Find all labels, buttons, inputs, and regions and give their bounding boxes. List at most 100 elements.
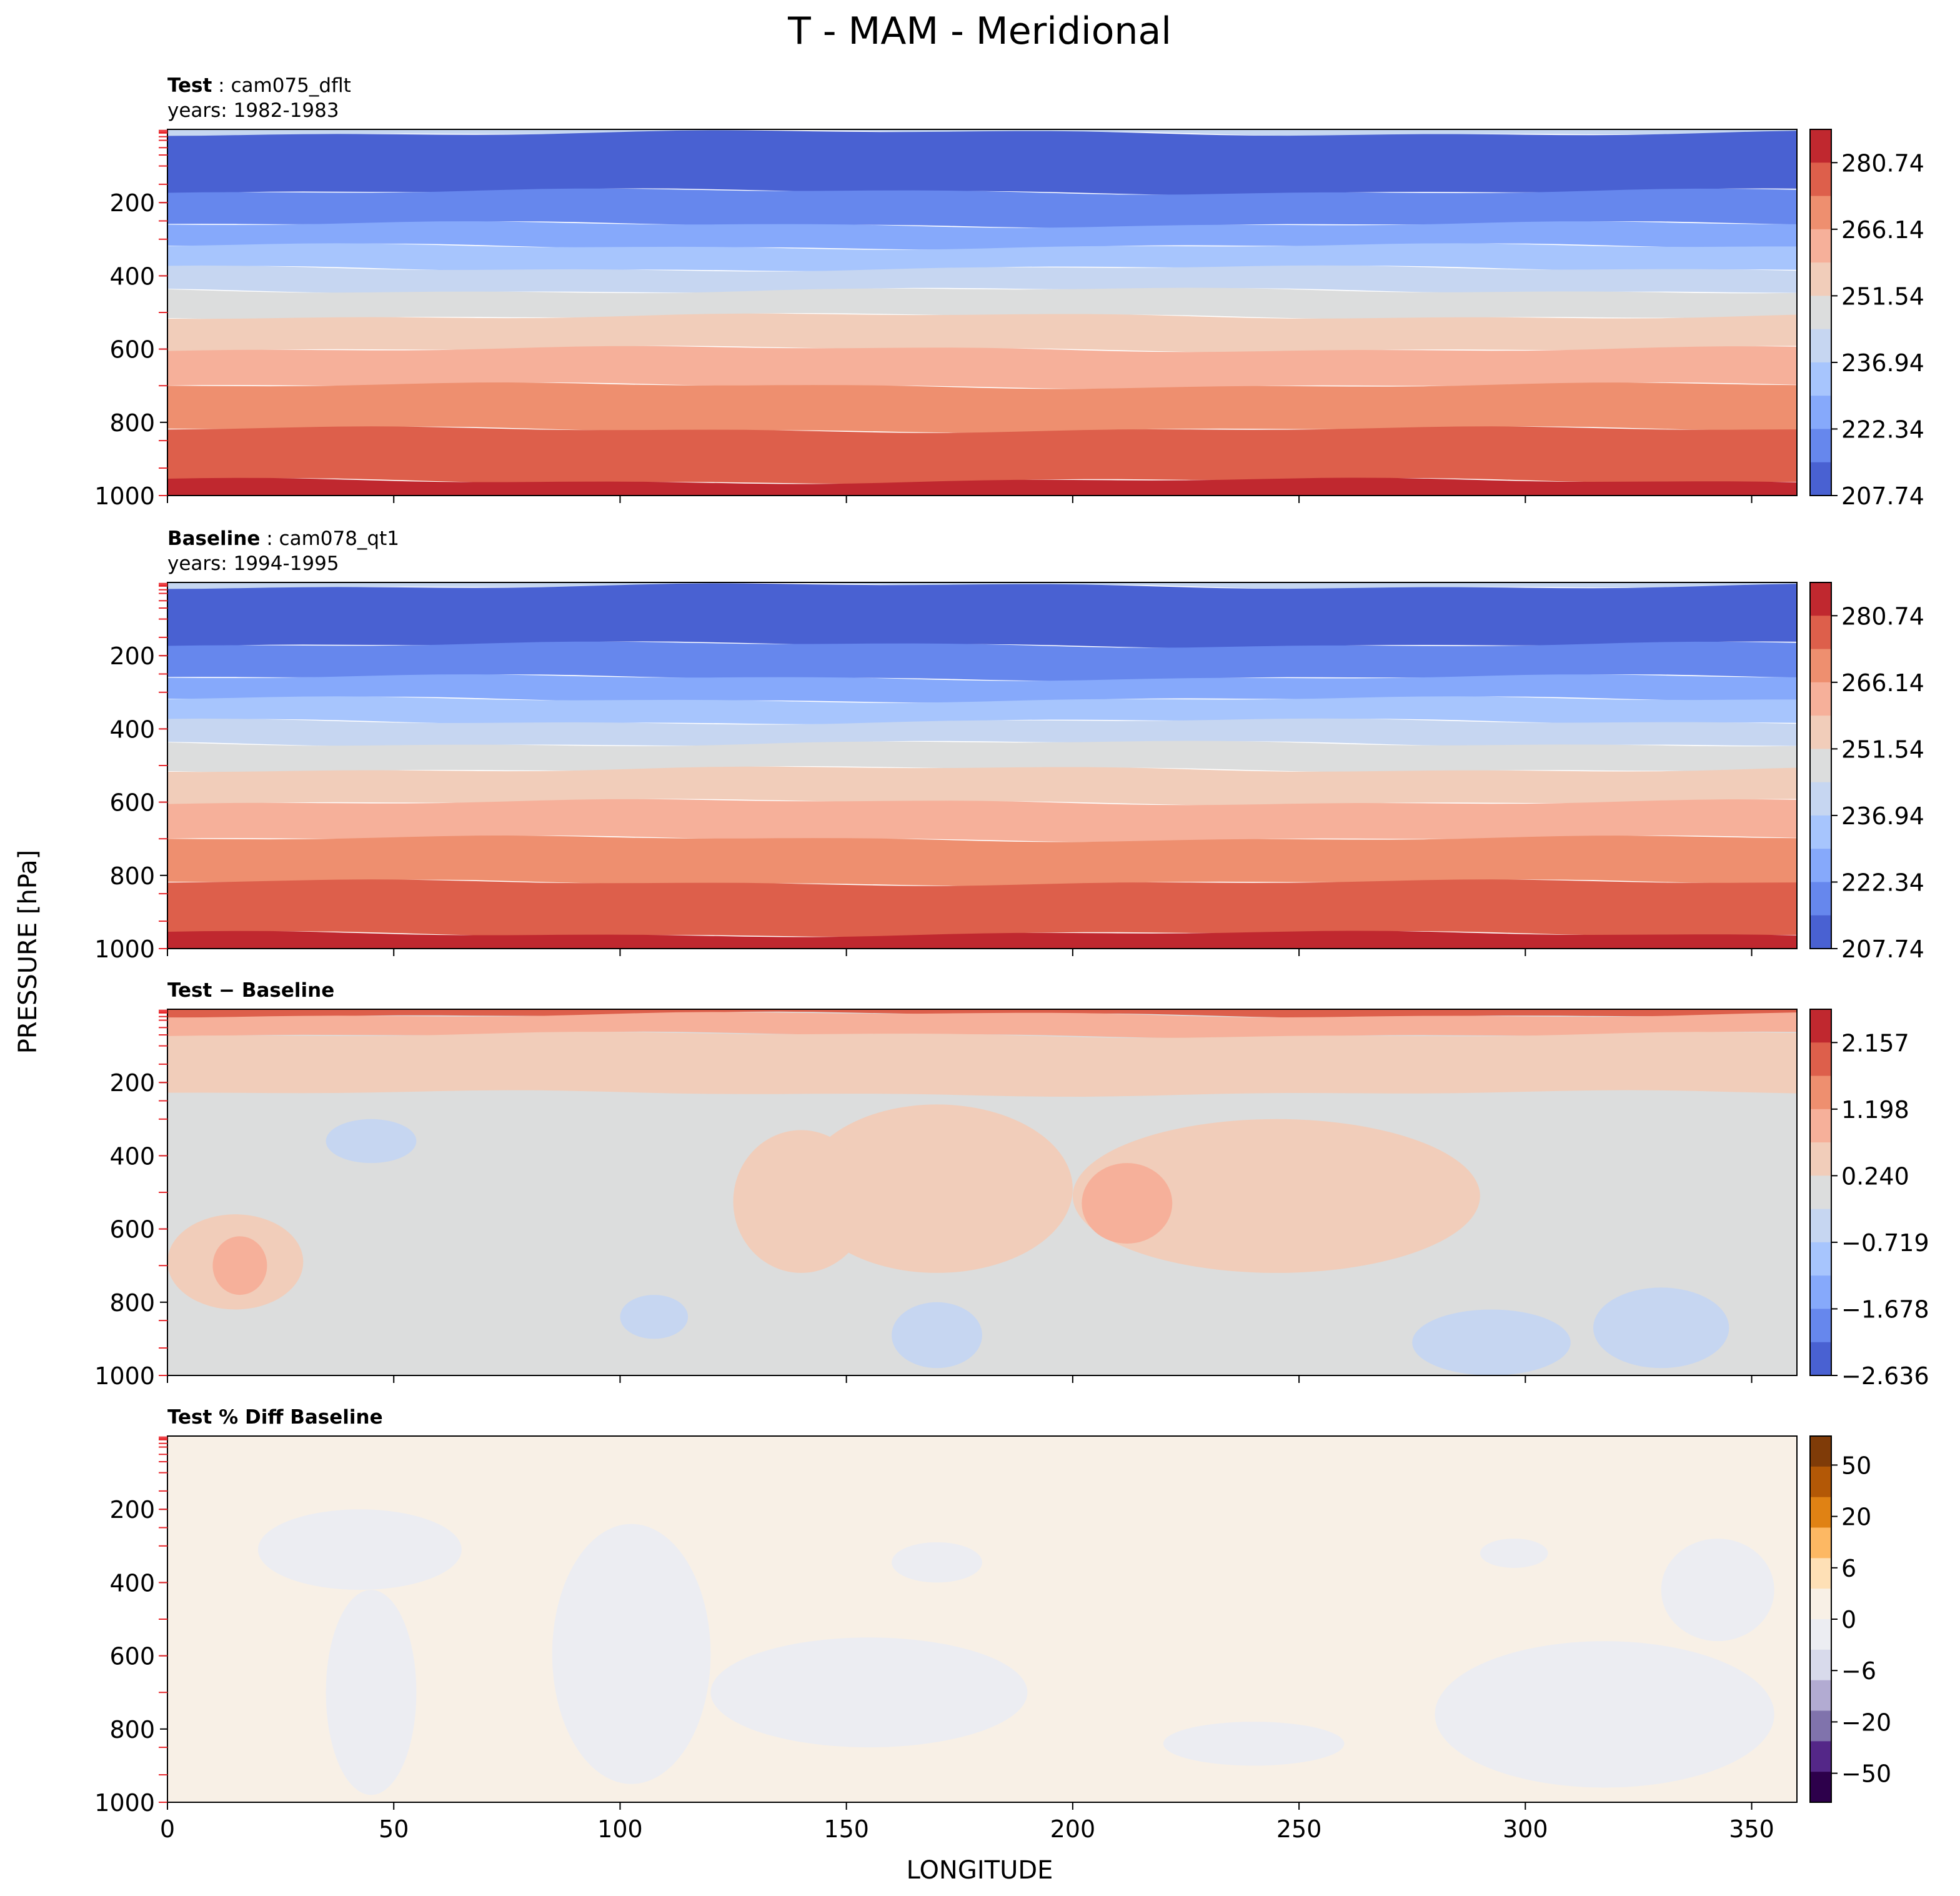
contour-region — [892, 1302, 982, 1369]
colorbar-segment — [1810, 1497, 1831, 1528]
contour-band — [167, 741, 1797, 772]
y-tick-label: 400 — [109, 1569, 155, 1597]
y-tick-label: 600 — [109, 1216, 155, 1244]
y-tick-label: 400 — [109, 716, 155, 743]
colorbar-label: −6 — [1841, 1657, 1876, 1685]
y-tick-label: 600 — [109, 336, 155, 364]
colorbar-label: 207.74 — [1841, 936, 1924, 963]
y-tick-label: 1000 — [94, 482, 155, 510]
colorbar-label: −2.636 — [1841, 1362, 1929, 1390]
y-axis-label: PRESSURE [hPa] — [14, 850, 42, 1054]
colorbar-segment — [1810, 1741, 1831, 1772]
contour-band — [167, 426, 1797, 484]
colorbar-segment — [1810, 1209, 1831, 1243]
y-tick-label: 400 — [109, 262, 155, 290]
x-axis-label: LONGITUDE — [907, 1856, 1053, 1885]
colorbar-segment — [1810, 782, 1831, 816]
contour-region — [552, 1524, 711, 1784]
colorbar-segment — [1810, 1619, 1831, 1650]
contour-band — [167, 641, 1797, 681]
y-tick-label: 800 — [109, 1716, 155, 1744]
colorbar-segment — [1810, 396, 1831, 429]
contour-band — [167, 265, 1797, 294]
contour-band — [167, 382, 1797, 433]
x-tick-label: 200 — [1050, 1815, 1096, 1843]
y-tick-label: 1000 — [94, 936, 155, 963]
y-tick-label: 1000 — [94, 1362, 155, 1390]
colorbar-label: 207.74 — [1841, 482, 1924, 510]
x-tick-label: 350 — [1729, 1815, 1774, 1843]
colorbar-segment — [1810, 1075, 1831, 1110]
colorbar-label: −0.719 — [1841, 1229, 1929, 1257]
colorbar-label: 1.198 — [1841, 1096, 1909, 1124]
colorbar-segment — [1810, 1558, 1831, 1589]
colorbar-segment — [1810, 1175, 1831, 1210]
panel-title: Test : cam075_dflt — [167, 74, 351, 97]
contour-band — [167, 477, 1797, 496]
contour-region — [892, 1542, 982, 1583]
colorbar-segment — [1810, 329, 1831, 363]
y-tick-label: 800 — [109, 862, 155, 890]
contour-band — [167, 313, 1797, 352]
contour-region — [326, 1119, 417, 1164]
contour-band — [167, 766, 1797, 806]
colorbar-segment — [1810, 129, 1831, 163]
y-tick-label: 200 — [109, 1069, 155, 1097]
colorbar-segment — [1810, 296, 1831, 330]
colorbar-frame — [1809, 1009, 1832, 1376]
contour-region — [620, 1295, 689, 1339]
colorbar-segment — [1810, 716, 1831, 749]
contour-region — [1072, 1119, 1480, 1273]
colorbar-segment — [1810, 915, 1831, 949]
colorbar-segment — [1810, 1275, 1831, 1309]
colorbar-segment — [1810, 749, 1831, 783]
contour-region — [212, 1236, 267, 1295]
colorbar-segment — [1810, 1436, 1831, 1467]
colorbar-frame — [1809, 129, 1832, 496]
colorbar-label: 20 — [1841, 1504, 1871, 1531]
panel-years: years: 1982-1983 — [167, 99, 339, 122]
colorbar-segment — [1810, 429, 1831, 463]
y-tick-label: 600 — [109, 1643, 155, 1670]
colorbar-segment — [1810, 162, 1831, 197]
colorbar-segment — [1810, 849, 1831, 882]
colorbar-label: 0.240 — [1841, 1162, 1909, 1190]
colorbar-segment — [1810, 1309, 1831, 1343]
colorbar-label: 236.94 — [1841, 349, 1924, 377]
colorbar-segment — [1810, 1649, 1831, 1681]
contour-region — [801, 1104, 1073, 1273]
contour-region — [1163, 1722, 1345, 1766]
figure-title: T - MAM - Meridional — [787, 9, 1172, 53]
contour-region — [326, 1590, 417, 1795]
contour-region — [1412, 1309, 1571, 1375]
colorbar-label: 280.74 — [1841, 602, 1924, 630]
contour-band — [167, 674, 1797, 703]
contour-region — [257, 1509, 462, 1590]
colorbar-label: 266.14 — [1841, 669, 1924, 697]
colorbar-label: 222.34 — [1841, 869, 1924, 896]
colorbar-segment — [1810, 196, 1831, 230]
colorbar-segment — [1810, 1589, 1831, 1620]
panel-diff: 200 400 600 800 1000 Test − Baseline 2.157 1.19… — [94, 979, 1929, 1390]
y-tick-label: 800 — [109, 409, 155, 437]
colorbar-label: 251.54 — [1841, 736, 1924, 763]
y-tick-label: 200 — [109, 189, 155, 217]
colorbar-label: 236.94 — [1841, 802, 1924, 830]
contour-region — [1082, 1163, 1173, 1244]
colorbar-segment — [1810, 616, 1831, 650]
colorbar-segment — [1810, 1772, 1831, 1803]
panel-test: 200 400 600 800 1000 Test : cam075_dfltyears:… — [94, 74, 1924, 510]
y-tick-label: 600 — [109, 789, 155, 817]
colorbar-segment — [1810, 1342, 1831, 1376]
contour-region — [710, 1637, 1028, 1748]
contour-band — [167, 718, 1797, 747]
y-tick-label: 1000 — [94, 1789, 155, 1817]
contour-region — [1480, 1539, 1548, 1568]
colorbar-label: 2.157 — [1841, 1029, 1909, 1057]
x-tick-label: 300 — [1503, 1815, 1548, 1843]
contour-band — [167, 836, 1797, 886]
colorbar-segment — [1810, 1242, 1831, 1276]
contour-band — [167, 1032, 1797, 1097]
